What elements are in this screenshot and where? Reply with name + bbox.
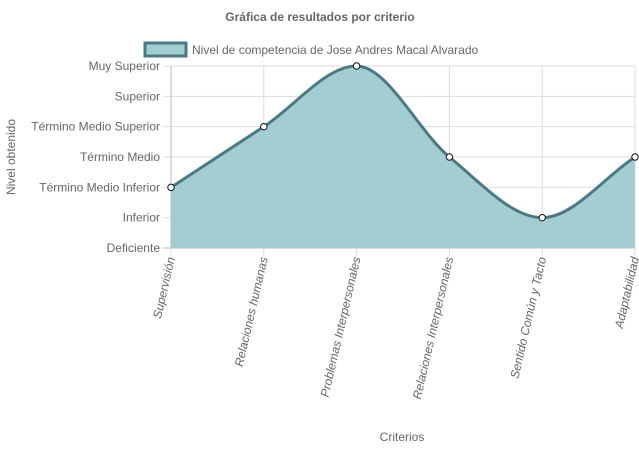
series-area <box>171 66 635 248</box>
data-point <box>167 183 175 192</box>
x-axis-title: Criterios <box>380 430 425 444</box>
y-axis-title: Nivel obtenido <box>4 119 18 195</box>
y-tick-label: Muy Superior <box>89 59 160 73</box>
data-point <box>260 122 268 131</box>
data-point <box>538 213 546 222</box>
data-point <box>352 62 361 70</box>
data-point <box>445 153 454 161</box>
data-points <box>167 62 639 222</box>
x-tick-labels: Supervisión Relaciones humanas Problemas I… <box>150 255 639 400</box>
data-point <box>631 153 639 161</box>
x-tick-label: Adaptabilidad <box>612 255 639 330</box>
chart-title: Gráfica de resultados por criterio <box>225 10 414 24</box>
x-tick-label: Relaciones Interpersonales <box>410 256 456 401</box>
y-tick-label: Superior <box>115 89 160 103</box>
legend-label: Nivel de competencia de Jose Andres Maca… <box>192 43 478 57</box>
x-tick-label: Sentido Común y Tacto <box>508 255 550 380</box>
y-tick-label: Término Medio Superior <box>31 120 160 134</box>
series-line <box>170 64 636 220</box>
y-tick-label: Término Medio Inferior <box>39 180 160 194</box>
legend[interactable]: Nivel de competencia de Jose Andres Maca… <box>143 41 478 58</box>
x-tick-label: Supervisión <box>150 255 178 320</box>
y-tick-label: Deficiente <box>107 241 161 255</box>
y-tick-labels: Deficiente Inferior Término Medio Inferior… <box>31 59 160 255</box>
x-tick-label: Problemas Interpersonales <box>318 256 364 399</box>
y-tick-label: Término Medio <box>80 150 160 164</box>
legend-swatch <box>143 41 188 58</box>
x-tick-label: Relaciones humanas <box>232 256 271 368</box>
area-layer <box>170 64 636 248</box>
y-tick-label: Inferior <box>123 211 160 225</box>
